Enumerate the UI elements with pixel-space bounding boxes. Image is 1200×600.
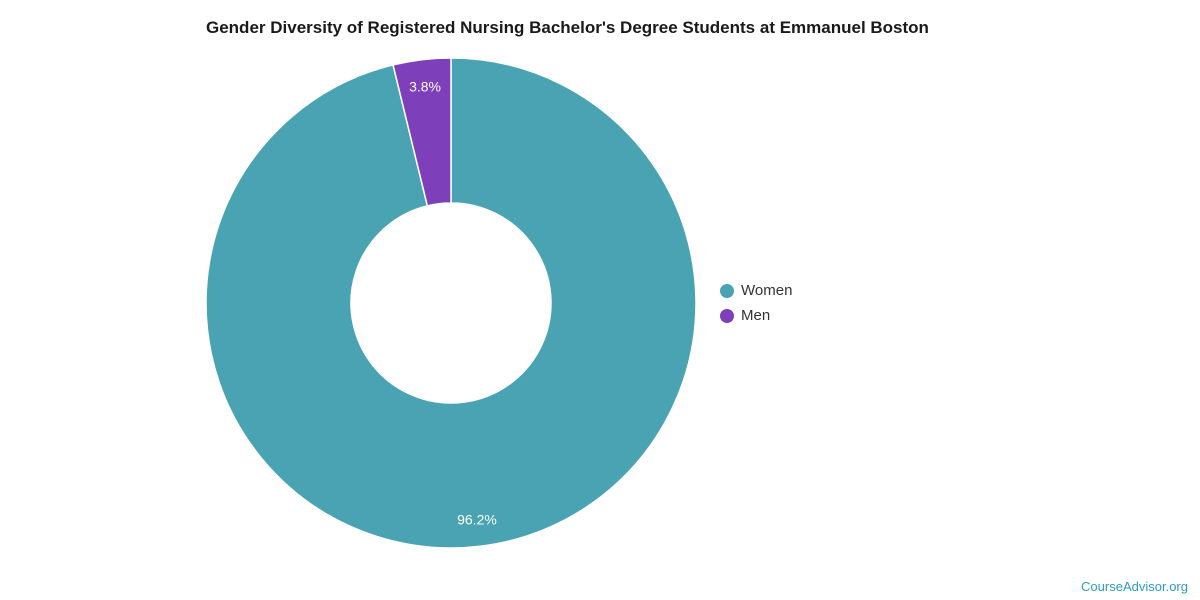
legend-label-women: Women [741, 282, 793, 299]
legend-dot-men-icon [720, 308, 734, 323]
slice-data-label-men: 3.8% [409, 79, 441, 95]
legend: Women Men [720, 278, 792, 328]
courseadvisor-link[interactable]: CourseAdvisor.org [1081, 579, 1188, 594]
chart-title: Gender Diversity of Registered Nursing B… [206, 18, 929, 37]
slice-data-label-women: 96.2% [457, 511, 497, 527]
legend-label-men: Men [741, 307, 771, 324]
legend-item-women[interactable]: Women [720, 278, 792, 303]
slice-men[interactable] [392, 57, 452, 207]
slice-women[interactable] [205, 57, 697, 549]
legend-item-men[interactable]: Men [720, 303, 792, 328]
legend-dot-women-icon [720, 283, 734, 298]
